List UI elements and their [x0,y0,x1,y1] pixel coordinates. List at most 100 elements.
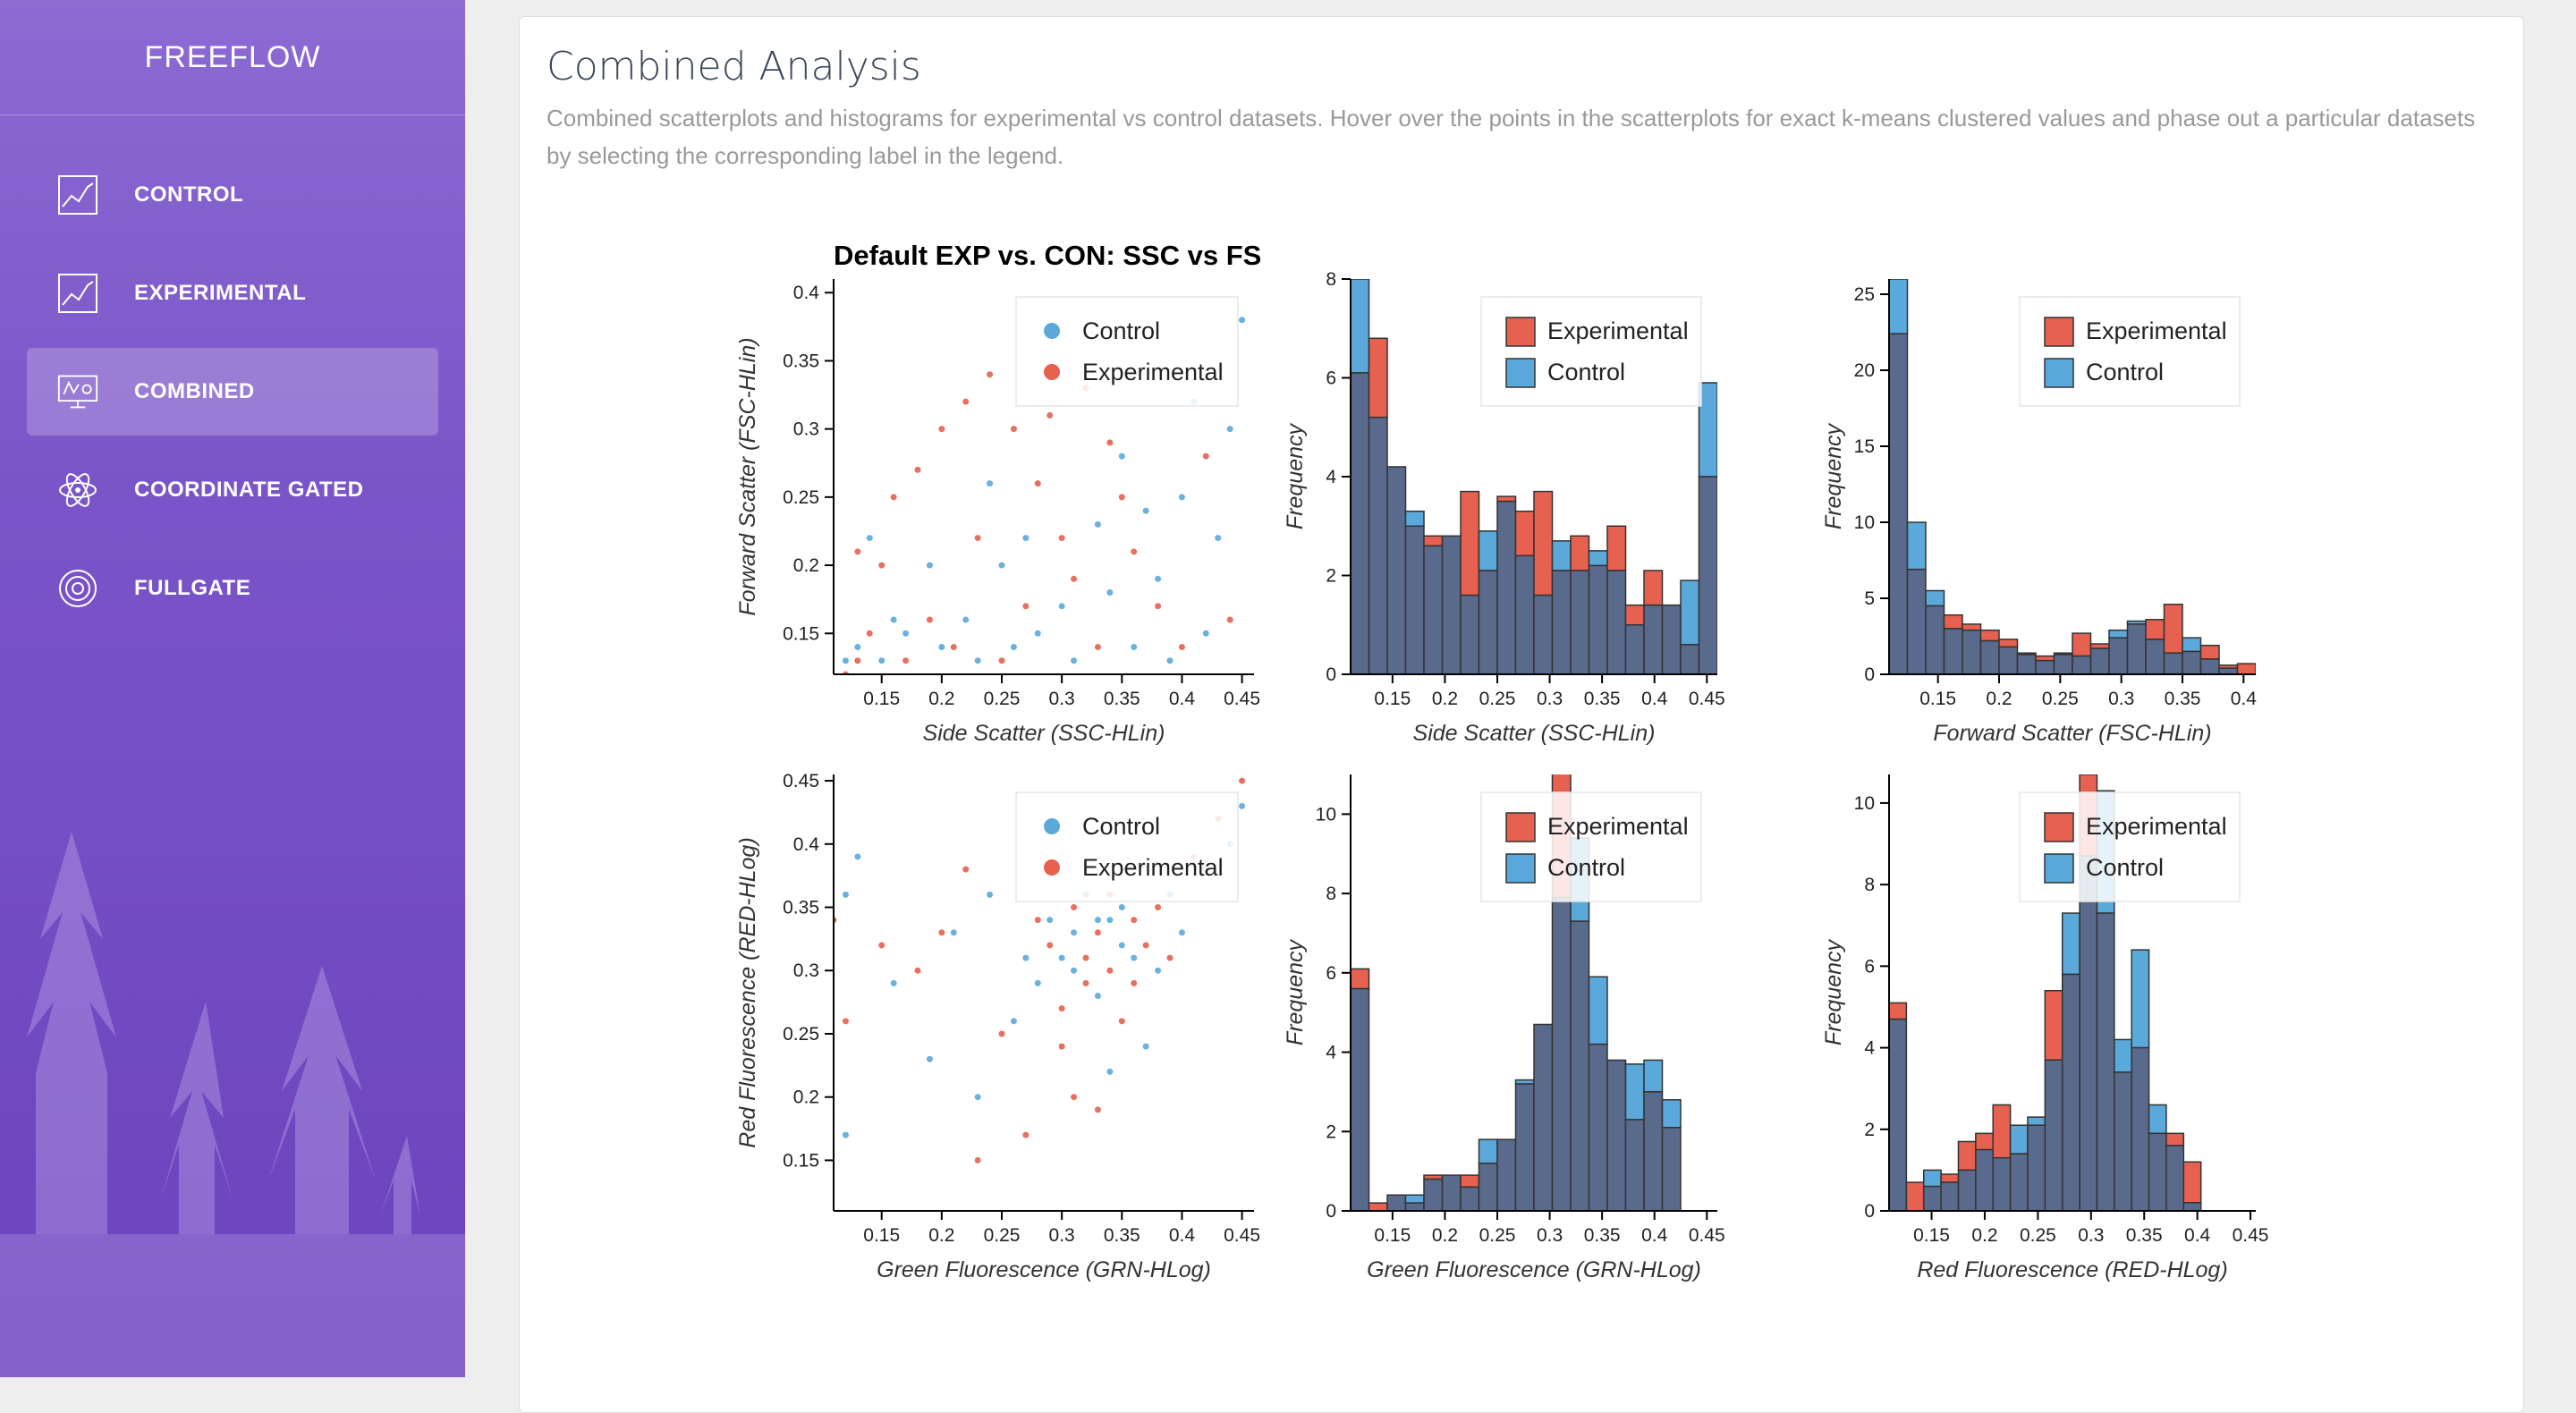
chart-6: 0.15 0.2 0.25 0.3 0.35 0.4 0.45 0 2 4 6 8 10 Red Fluo… [1821,774,2268,1282]
scatter-point [854,548,861,555]
histogram-bar-overlap [1514,1083,1535,1211]
histogram-bar-overlap [1404,525,1425,674]
scatter-point [974,657,981,664]
legend[interactable]: Experimental Control [1480,791,1702,902]
brand-logo[interactable]: FREEFLOW [0,0,465,115]
y-tick-label: 0 [1326,664,1336,685]
legend-swatch [2044,317,2074,347]
scatter-point [950,644,957,651]
scatter-point [914,466,921,473]
legend-box [1480,791,1702,902]
plot-area [1889,774,2202,1211]
legend-entry[interactable]: Control [1082,317,1160,344]
legend-entry[interactable]: Control [2086,359,2164,385]
scatter-point [1022,603,1030,610]
scatter-point [1202,453,1209,460]
x-tick-label: 0.45 [1689,689,1725,709]
legend-entry[interactable]: Experimental [1547,317,1689,344]
histogram-bar-overlap [1925,605,1945,674]
sidebar-nav: CONTROL EXPERIMENTAL COMBINED COORDINATE… [0,115,465,632]
scatter-point [1082,954,1089,961]
histogram-bar [1368,1202,1388,1211]
charts-area: 0.15 0.2 0.25 0.3 0.35 0.4 0.450.150.20.250.30… [735,240,2268,1282]
scatter-point [890,494,897,501]
histogram-bar [2009,1124,2029,1155]
scatter-point [1034,630,1041,637]
histogram-bar-overlap [1533,594,1554,674]
legend-entry[interactable]: Control [2086,854,2164,881]
line-chart-icon [57,273,98,314]
histogram-bar [1460,1174,1480,1189]
histogram-bar [1922,1169,1942,1188]
x-tick-label: 0.35 [2126,1225,2163,1246]
histogram-bar [1404,1194,1425,1204]
legend-entry[interactable]: Experimental [1082,359,1224,385]
histogram-bar-overlap [1478,1163,1498,1211]
histogram-bar-overlap [1698,476,1717,674]
legend-entry[interactable]: Control [1082,813,1160,840]
y-axis-label: Frequency [1821,938,1846,1045]
histogram-bar [1643,1059,1664,1093]
histogram-bar [1533,490,1554,597]
scatter-point [1094,917,1101,924]
scatter-point [1118,453,1125,460]
histogram-bar-overlap [2061,973,2080,1211]
legend-entry[interactable]: Experimental [1082,854,1224,881]
legend-entry[interactable]: Experimental [2086,813,2227,840]
scatter-point [1118,904,1125,911]
y-tick-label: 2 [1326,1121,1336,1142]
histogram-bar [1624,1063,1645,1121]
chart-2: 0.15 0.2 0.25 0.3 0.35 0.4 0.45 0 2 4 6 8 Side Scatt… [1283,269,1725,746]
sidebar-item-coordinate-gated[interactable]: COORDINATE GATED [27,446,438,534]
histogram-bar-overlap [2165,1145,2185,1211]
y-axis-label: Frequency [1283,938,1308,1045]
histogram-bar [1588,976,1608,1045]
x-tick-label: 0.2 [928,689,954,709]
scatter-point [1226,426,1233,433]
histogram-bar [1351,279,1370,374]
x-tick-label: 0.35 [1584,1225,1621,1246]
scatter-point [1034,979,1041,986]
y-tick-label: 0 [1864,664,1875,685]
legend[interactable]: Control Experimental [1015,296,1239,407]
legend[interactable]: Experimental Control [2019,296,2241,407]
scatter-point [854,657,861,664]
x-tick-label: 0.45 [1224,1225,1260,1246]
histogram-bar-overlap [2079,855,2098,1211]
histogram-bar-overlap [1551,570,1572,674]
histogram-bar-overlap [1643,604,1664,674]
chart-5: 0.15 0.2 0.25 0.3 0.35 0.4 0.45 0 2 4 6 8 10 Green Fl… [1283,774,1725,1282]
scatter-point [854,644,861,651]
legend[interactable]: Experimental Control [2019,791,2241,902]
x-tick-label: 0.15 [1919,689,1956,709]
histogram-bar-overlap [1423,545,1444,674]
histogram-bar [1957,1140,1977,1172]
legend[interactable]: Experimental Control [1480,296,1702,407]
histogram-bar-overlap [2145,639,2165,674]
histogram-bar-overlap [1478,570,1498,674]
histogram-bar [1423,535,1444,547]
legend-entry[interactable]: Experimental [2086,317,2227,344]
legend-entry[interactable]: Control [1547,359,1625,385]
histogram-bar [1661,1099,1682,1129]
sidebar-item-combined[interactable]: COMBINED [27,348,438,436]
legend-entry[interactable]: Experimental [1547,813,1689,840]
histogram-bar-overlap [1943,628,1963,674]
legend[interactable]: Control Experimental [1015,791,1239,902]
legend-entry[interactable]: Control [1547,854,1625,881]
histogram-bar-overlap [1992,1156,2012,1211]
y-tick-label: 4 [1326,467,1336,487]
sidebar-item-control[interactable]: CONTROL [27,151,438,239]
scatter-point [998,1030,1005,1037]
sidebar-item-fullgate[interactable]: FULLGATE [27,545,438,632]
x-tick-label: 0.3 [1537,1225,1563,1246]
chart-4: 0.15 0.2 0.25 0.3 0.35 0.4 0.45 0.15 0.2 0.25 0.3 0… [735,771,1260,1282]
histogram-bar [2061,912,2080,976]
scatter-point [1071,929,1078,936]
sidebar-item-label: EXPERIMENTAL [134,281,307,305]
x-tick-label: 0.35 [2165,689,2201,709]
sidebar-item-experimental[interactable]: EXPERIMENTAL [27,250,438,337]
scatter-point [1022,954,1030,961]
legend-box [1015,791,1239,902]
histogram-bar [2072,632,2092,657]
